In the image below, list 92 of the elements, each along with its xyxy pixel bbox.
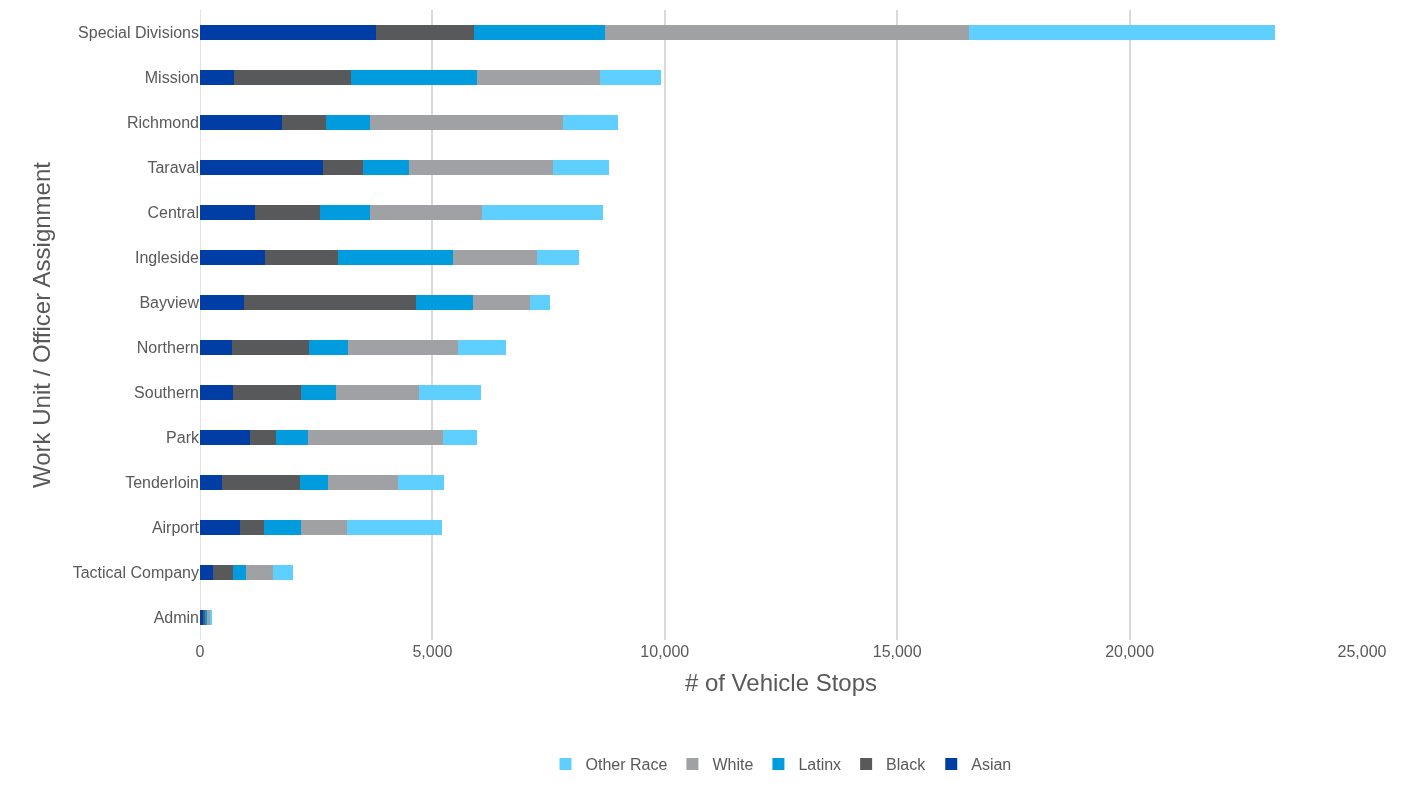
- bar: [272, 564, 293, 581]
- x-axis-title: # of Vehicle Stops: [684, 669, 878, 697]
- bar: [326, 114, 371, 131]
- x-tick-label: 20,000: [1105, 643, 1155, 660]
- bar: [234, 69, 352, 86]
- bar: [200, 384, 233, 401]
- legend-label: White: [712, 756, 754, 774]
- y-tick-label: Admin: [153, 609, 199, 627]
- bar: [600, 69, 662, 86]
- bar: [347, 339, 459, 356]
- bar: [300, 474, 328, 491]
- bar: [474, 24, 606, 41]
- y-tick-label: Mission: [144, 69, 199, 87]
- bar: [200, 159, 323, 176]
- bar: [337, 249, 454, 266]
- bar: [222, 474, 301, 491]
- x-tick-label: 25,000: [1337, 643, 1387, 660]
- bar: [263, 519, 302, 536]
- y-tick-label: Special Divisions: [78, 24, 199, 42]
- bar: [605, 24, 969, 41]
- y-tick-label: Airport: [151, 519, 200, 537]
- legend-label: Latinx: [798, 756, 842, 774]
- bar: [240, 519, 264, 536]
- bar: [200, 519, 241, 536]
- bar: [254, 204, 321, 221]
- bar: [553, 159, 610, 176]
- bar: [249, 429, 276, 446]
- bar: [376, 24, 475, 41]
- bar: [232, 564, 246, 581]
- bar: [200, 429, 250, 446]
- bar: [200, 294, 244, 311]
- bar: [530, 294, 551, 311]
- bar: [243, 294, 416, 311]
- legend-label: Black: [886, 756, 927, 774]
- bar: [335, 384, 419, 401]
- y-tick-label: Tactical Company: [72, 564, 199, 582]
- bar: [200, 69, 235, 86]
- y-tick-label: Northern: [136, 339, 199, 357]
- bar: [213, 564, 233, 581]
- bar: [443, 429, 477, 446]
- bar: [309, 339, 348, 356]
- bar: [275, 429, 309, 446]
- bar: [562, 114, 619, 131]
- x-tick-label: 5,000: [412, 643, 453, 660]
- bar: [231, 339, 310, 356]
- bar: [322, 159, 364, 176]
- bar: [458, 339, 506, 356]
- bar: [418, 384, 481, 401]
- bar: [327, 474, 398, 491]
- bar: [477, 69, 601, 86]
- bar: [481, 204, 603, 221]
- bar: [370, 114, 563, 131]
- bar: [264, 249, 338, 266]
- bar: [536, 249, 579, 266]
- bar: [473, 294, 531, 311]
- bar: [200, 339, 232, 356]
- bar: [281, 114, 327, 131]
- bar: [408, 159, 554, 176]
- bar: [308, 429, 444, 446]
- bar: [415, 294, 474, 311]
- legend-label: Other Race: [585, 756, 668, 774]
- bar: [200, 474, 223, 491]
- y-tick-label: Taraval: [147, 159, 199, 177]
- y-tick-label: Southern: [134, 384, 199, 402]
- bar: [301, 519, 347, 536]
- y-tick-label: Park: [166, 429, 200, 447]
- y-tick-label: Ingleside: [134, 249, 200, 267]
- x-tick-label: 0: [195, 643, 205, 660]
- legend-label: Asian: [971, 756, 1012, 774]
- bar: [397, 474, 445, 491]
- bar: [968, 24, 1275, 41]
- bar: [370, 204, 482, 221]
- bar: [200, 24, 377, 41]
- bar: [363, 159, 409, 176]
- bar: [200, 249, 265, 266]
- bar: [232, 384, 302, 401]
- bar: [320, 204, 371, 221]
- y-tick-label: Bayview: [139, 294, 200, 312]
- bar: [346, 519, 443, 536]
- bar: [351, 69, 478, 86]
- y-axis-title: Work Unit / Officer Assignment: [27, 161, 55, 488]
- bar: [200, 564, 214, 581]
- bar: [200, 114, 282, 131]
- bar: [301, 384, 336, 401]
- y-tick-label: Central: [147, 204, 199, 222]
- x-tick-label: 15,000: [872, 643, 922, 660]
- x-tick-label: 10,000: [640, 643, 690, 660]
- bar: [245, 564, 273, 581]
- bar: [453, 249, 537, 266]
- bar: [200, 204, 255, 221]
- y-tick-label: Richmond: [126, 114, 199, 132]
- y-tick-label: Tenderloin: [125, 474, 199, 492]
